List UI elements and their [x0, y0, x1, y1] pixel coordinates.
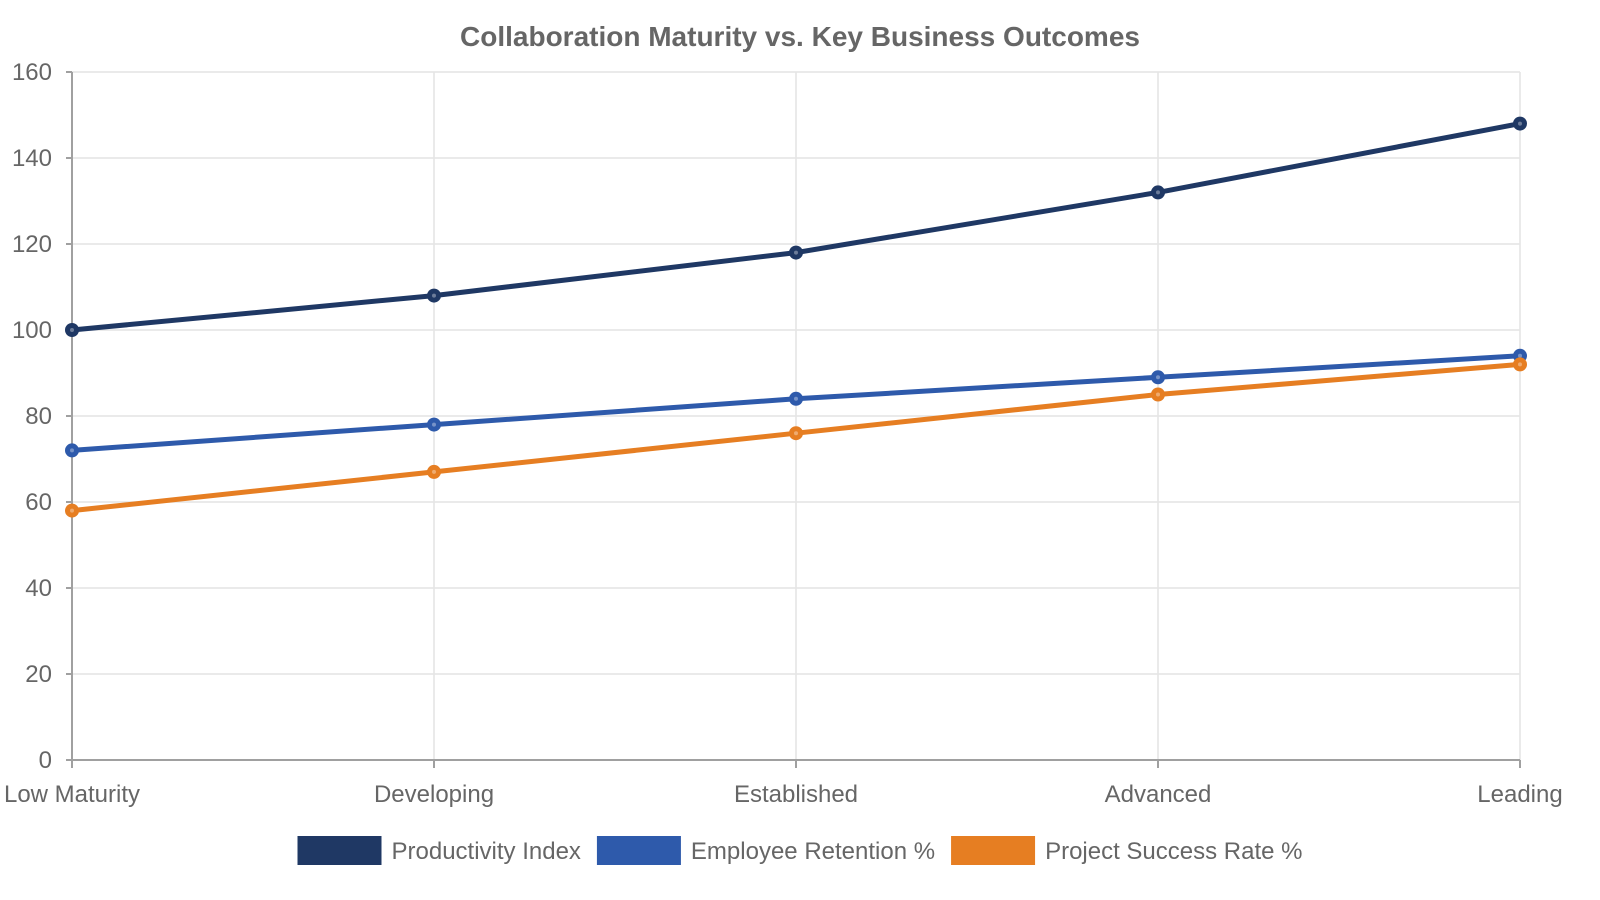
series-1: [65, 116, 1527, 337]
x-tick-label: Established: [734, 781, 858, 808]
y-tick-label: 60: [25, 489, 52, 516]
series-layer: [65, 116, 1527, 518]
data-point[interactable]: [65, 443, 79, 458]
x-tick-label: Developing: [374, 781, 494, 808]
data-point-highlight: [1156, 392, 1160, 397]
data-point[interactable]: [427, 288, 441, 303]
data-point-highlight: [1156, 375, 1160, 380]
series-2: [65, 348, 1527, 458]
series-3: [65, 357, 1527, 518]
data-point[interactable]: [1513, 357, 1527, 372]
x-tick-label: Leading: [1477, 781, 1562, 808]
data-point-highlight: [432, 422, 436, 427]
data-point[interactable]: [789, 391, 803, 406]
y-tick-label: 100: [12, 317, 52, 344]
legend-swatch[interactable]: [297, 836, 382, 865]
y-tick-label: 120: [12, 231, 52, 258]
legend: Productivity Index Employee Retention % Pr…: [297, 836, 1303, 865]
data-point-highlight: [794, 431, 798, 436]
y-tick-label: 20: [25, 661, 52, 688]
data-point-highlight: [432, 293, 436, 298]
data-point-highlight: [70, 328, 74, 332]
data-point[interactable]: [1513, 116, 1527, 131]
data-point-highlight: [70, 508, 74, 513]
legend-label: Employee Retention %: [691, 838, 935, 865]
data-point-highlight: [1156, 190, 1160, 195]
data-point[interactable]: [65, 503, 79, 518]
y-tick-label: 40: [25, 575, 52, 602]
data-point-highlight: [1518, 353, 1522, 358]
legend-label: Productivity Index: [392, 838, 581, 865]
legend-label: Project Success Rate %: [1045, 838, 1302, 865]
chart-title: Collaboration Maturity vs. Key Business …: [460, 21, 1140, 52]
axis-layer: 0 20 40 60 80 100 120 140 160 Low Maturity Develop…: [4, 59, 1563, 808]
data-point-highlight: [794, 396, 798, 401]
data-point[interactable]: [427, 464, 441, 479]
grid-layer: [72, 71, 1521, 760]
data-point[interactable]: [789, 426, 803, 441]
data-point-highlight: [432, 469, 436, 474]
y-tick-label: 160: [12, 59, 52, 86]
data-point-highlight: [794, 250, 798, 255]
y-tick-label: 140: [12, 145, 52, 172]
x-tick-label: Advanced: [1105, 781, 1212, 808]
y-tick-label: 0: [39, 747, 52, 774]
legend-swatch[interactable]: [951, 836, 1036, 865]
legend-swatch[interactable]: [596, 836, 681, 865]
data-point[interactable]: [1151, 370, 1165, 385]
x-tick-label: Low Maturity: [4, 781, 140, 808]
data-point[interactable]: [65, 323, 79, 337]
data-point[interactable]: [427, 417, 441, 432]
data-point[interactable]: [1151, 185, 1165, 200]
data-point-highlight: [1518, 362, 1522, 367]
data-point[interactable]: [1151, 387, 1165, 402]
y-tick-label: 80: [25, 403, 52, 430]
data-point-highlight: [1518, 121, 1522, 126]
data-point[interactable]: [789, 245, 803, 260]
data-point-highlight: [70, 448, 74, 453]
